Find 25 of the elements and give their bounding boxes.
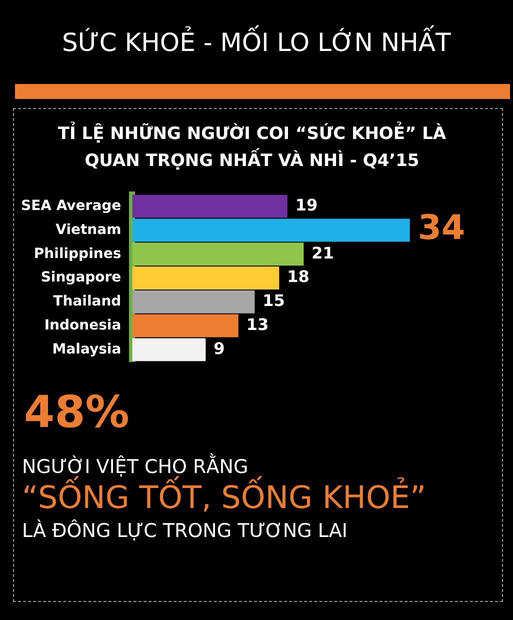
bar [132,290,255,314]
bar [132,218,410,242]
bar [132,242,304,266]
data-label: 21 [312,243,334,262]
text: 48% [24,387,130,438]
data-label: 9 [214,338,225,358]
y-tick-label: Indonesia [44,317,122,334]
chart-title: SỨC KHOẺ - MỐI LO LỚN NHẤT [61,24,452,59]
data-label: 13 [246,314,269,334]
bar [132,194,288,218]
y-tick-label: Singapore [40,270,122,286]
data-label: 34 [418,208,466,248]
y-tick-label: Vietnam [56,222,122,238]
data-label: 18 [287,267,310,286]
data-label: 15 [262,291,285,310]
bar [132,314,238,338]
y-tick-label: Thailand [53,294,122,310]
bar [132,338,206,362]
y-tick-label: Philippines [34,246,122,262]
y-tick-label: Malaysia [52,341,122,358]
chart-subtitle: TỈ LỆ NHỮNG NGƯỜI COI “SỨC KHOẺ” LÀ QUAN TRỌNG NHẤT VÀ NHÌ - Q4’15 [56,120,448,173]
data-label: 19 [295,196,318,214]
bar [132,266,280,290]
text: LÀ ĐÔNG LỰC TRONG TƯƠNG LAI [22,520,348,542]
y-tick-label: SEA Average [20,198,122,214]
